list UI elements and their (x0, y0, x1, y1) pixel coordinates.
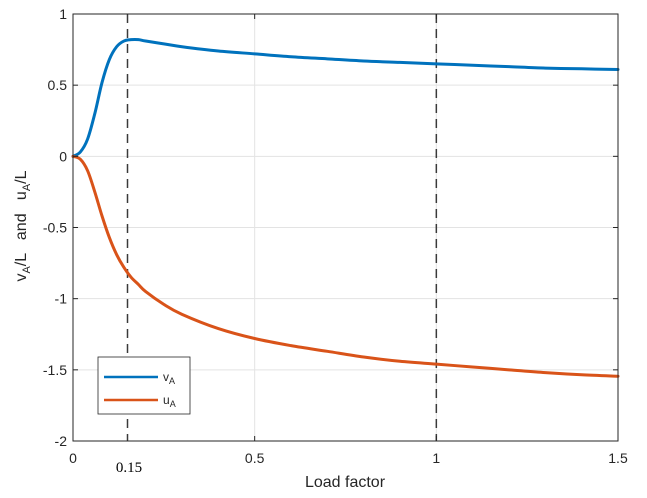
y-axis-title-mid: /L and (13, 200, 30, 266)
tick-labels: 0 0.5 1 1.5 -2 -1.5 -1 -0.5 0 0.5 1 (43, 6, 628, 466)
legend-label-v: vA (163, 370, 175, 386)
legend-label-u-name: u (163, 393, 170, 407)
series-line-v (71, 37, 620, 158)
series-lines (71, 37, 620, 378)
y-axis-title: vA/L and uA/L (13, 170, 33, 281)
legend-label-u-sub: A (170, 399, 176, 409)
series-line-u (71, 154, 620, 378)
y-tick-label: -1.5 (43, 362, 67, 378)
vertical-reference-lines (126, 14, 438, 441)
y-tick-label: -1 (55, 291, 68, 307)
y-axis-title-u: u (13, 191, 30, 200)
y-axis-title-end: /L (13, 170, 30, 183)
y-tick-label: -2 (55, 433, 68, 449)
legend-label-v-name: v (163, 370, 169, 384)
ticks (72, 13, 619, 442)
y-tick-label: 0 (59, 148, 67, 164)
y-tick-label: 1 (59, 6, 67, 22)
y-axis-title-u-sub: A (21, 183, 33, 191)
annotation-label: 0.15 (116, 460, 142, 476)
x-tick-label: 1.5 (608, 450, 628, 466)
legend: vA uA (97, 356, 191, 415)
y-axis-title-v: v (13, 274, 30, 282)
y-axis-title-v-sub: A (21, 266, 33, 274)
legend-label-v-sub: A (169, 376, 175, 386)
x-axis-title: Load factor (305, 474, 386, 491)
x-tick-label: 0.5 (245, 450, 265, 466)
y-tick-label: -0.5 (43, 220, 67, 236)
x-tick-label: 1 (432, 450, 440, 466)
x-tick-label: 0 (69, 450, 77, 466)
y-tick-label: 0.5 (48, 77, 68, 93)
legend-box (97, 356, 191, 415)
legend-label-u: uA (163, 393, 176, 409)
